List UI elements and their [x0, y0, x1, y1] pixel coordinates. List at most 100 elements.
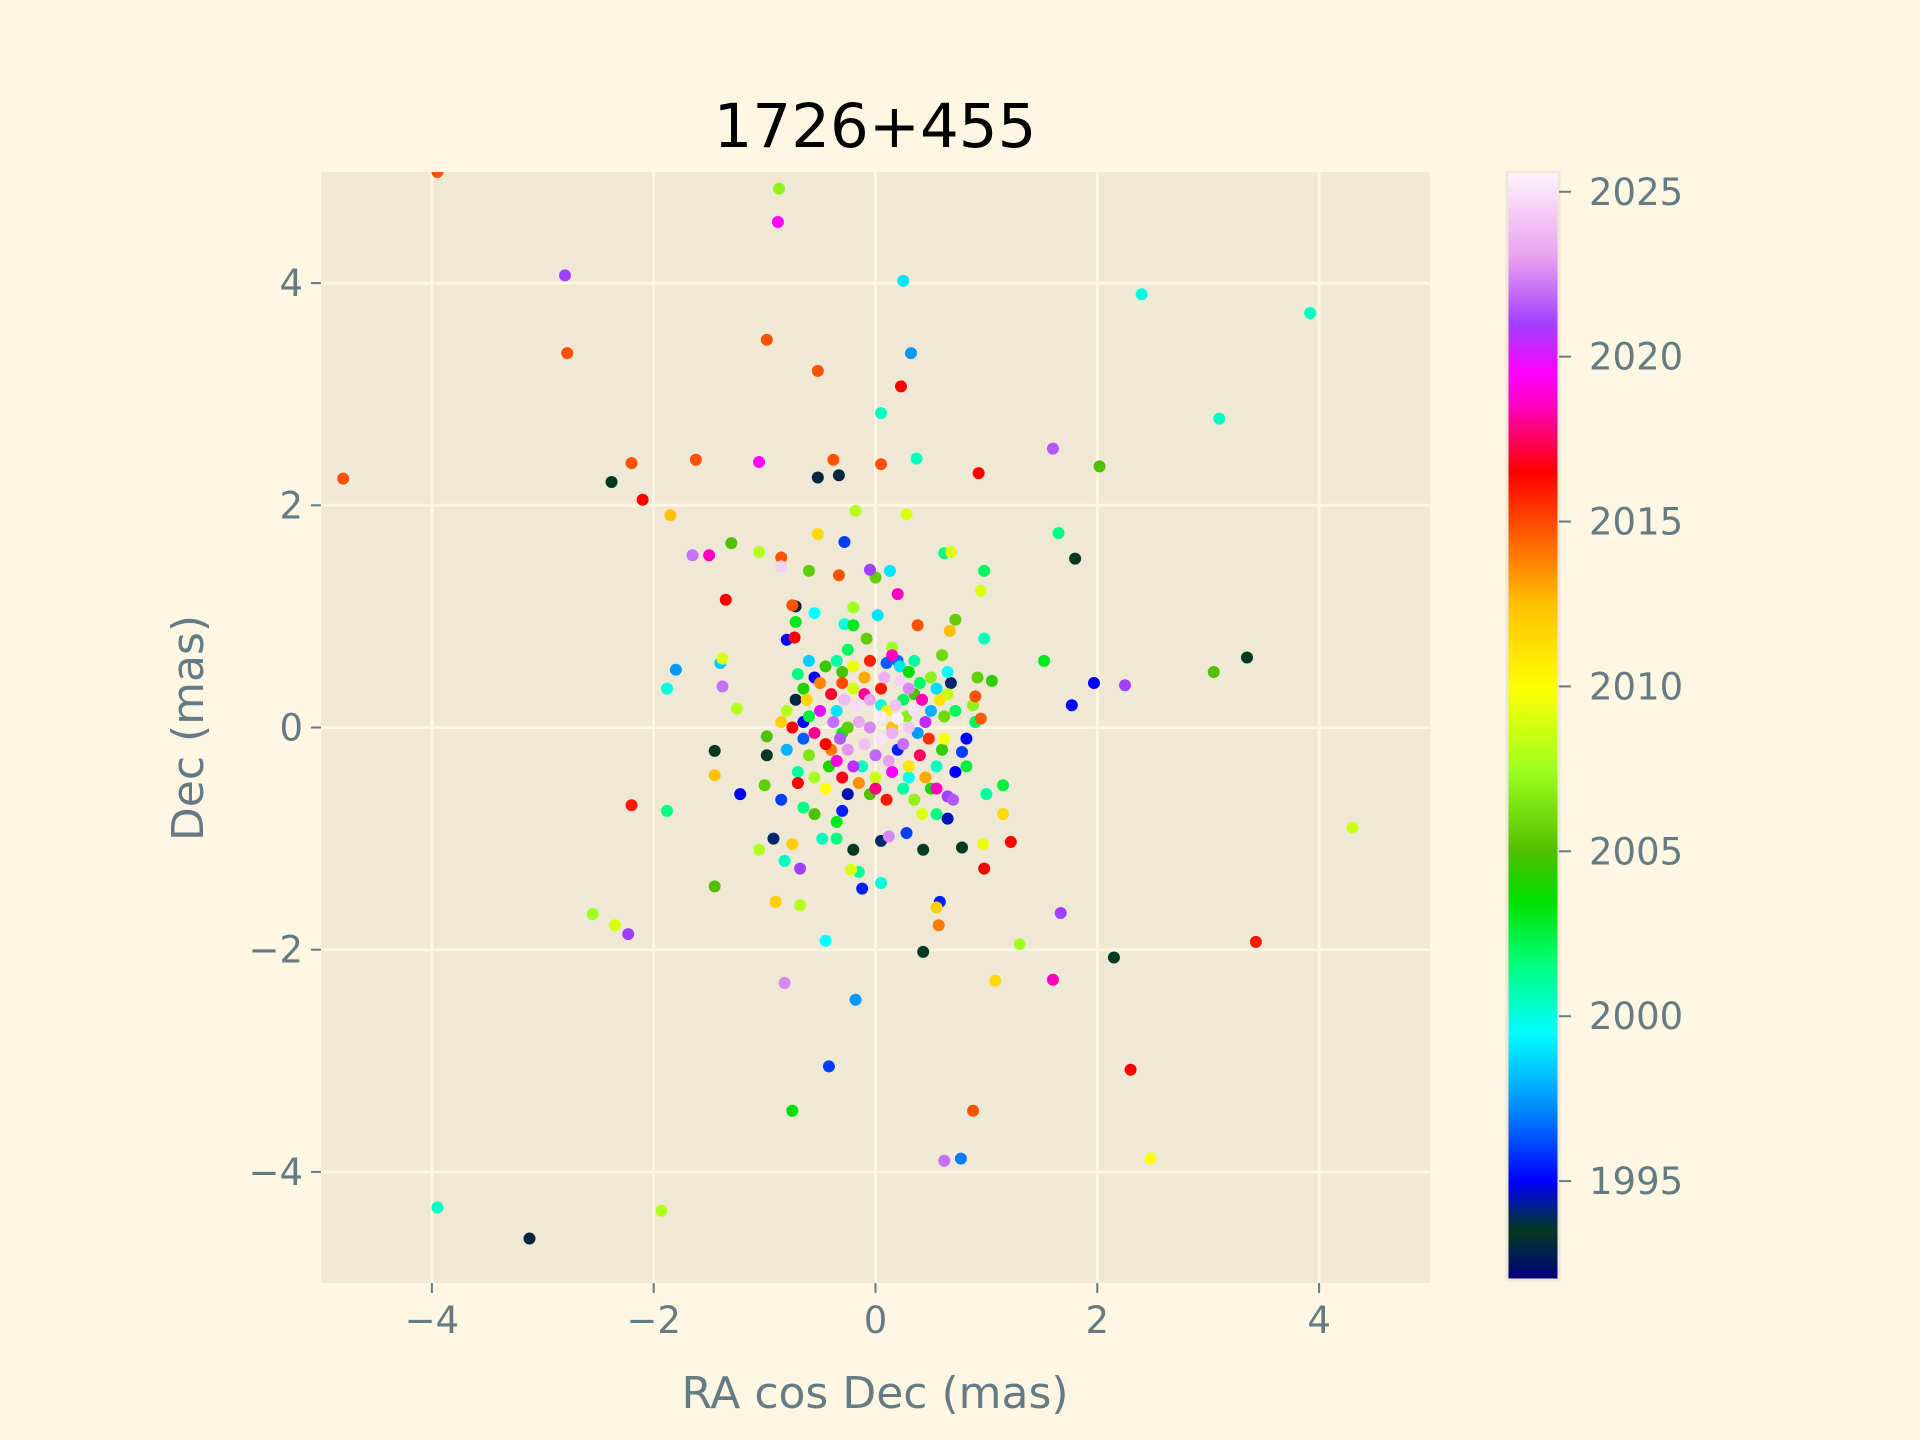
data-point	[775, 715, 788, 728]
data-point	[689, 453, 702, 466]
data-point	[802, 564, 815, 577]
data-point	[869, 782, 882, 795]
data-point	[719, 593, 732, 606]
data-point	[886, 765, 899, 778]
data-point	[1107, 951, 1120, 964]
data-point	[974, 584, 987, 597]
data-point	[989, 974, 1002, 987]
data-point	[1304, 307, 1317, 320]
data-point	[904, 347, 917, 360]
data-point	[622, 928, 635, 941]
data-point	[936, 743, 949, 756]
data-point	[819, 660, 832, 673]
data-point	[841, 643, 854, 656]
data-point	[1249, 935, 1262, 948]
data-point	[734, 788, 747, 801]
data-point	[849, 699, 862, 712]
data-point	[911, 727, 924, 740]
colorbar-tick-label: 2000	[1589, 995, 1683, 1038]
data-point	[886, 649, 899, 662]
data-point	[913, 749, 926, 762]
data-point	[794, 862, 807, 875]
data-point	[949, 704, 962, 717]
data-point	[845, 863, 858, 876]
data-point	[794, 899, 807, 912]
data-point	[778, 977, 791, 990]
data-point	[1004, 835, 1017, 848]
data-point	[832, 569, 845, 582]
data-point	[932, 919, 945, 932]
data-point	[808, 771, 821, 784]
data-point	[977, 838, 990, 851]
data-point	[1093, 460, 1106, 473]
data-point	[897, 738, 910, 751]
data-point	[875, 732, 888, 745]
data-point	[1046, 442, 1059, 455]
data-point	[730, 702, 743, 715]
data-point	[753, 843, 766, 856]
data-point	[900, 827, 913, 840]
data-point	[978, 632, 991, 645]
data-point	[933, 693, 946, 706]
data-point	[849, 504, 862, 517]
data-point	[974, 712, 987, 725]
data-point	[930, 901, 943, 914]
y-tick-label: −4	[248, 1151, 303, 1194]
colorbar-tick-label: 2005	[1589, 830, 1683, 873]
data-point	[830, 654, 843, 667]
data-point	[791, 765, 804, 778]
data-point	[956, 745, 969, 758]
x-tick-label: −4	[405, 1299, 460, 1342]
data-point	[773, 182, 786, 195]
data-point	[819, 782, 832, 795]
data-point	[1013, 938, 1026, 951]
x-tick-label: 4	[1307, 1299, 1331, 1342]
data-point	[800, 693, 813, 706]
data-point	[775, 551, 788, 564]
data-point	[836, 804, 849, 817]
data-point	[947, 793, 960, 806]
data-point	[836, 677, 849, 690]
data-point	[780, 743, 793, 756]
data-point	[786, 838, 799, 851]
data-point	[943, 624, 956, 637]
colorbar-tick-label: 1995	[1589, 1160, 1683, 1203]
data-point	[605, 475, 618, 488]
data-point	[917, 945, 930, 958]
data-point	[791, 777, 804, 790]
data-point	[819, 934, 832, 947]
data-point	[930, 760, 943, 773]
data-point	[900, 508, 913, 521]
data-point	[882, 754, 895, 767]
data-point	[625, 457, 638, 470]
data-point	[924, 704, 937, 717]
data-point	[1046, 973, 1059, 986]
data-point	[847, 843, 860, 856]
data-point	[789, 615, 802, 628]
data-point	[760, 333, 773, 346]
data-point	[716, 680, 729, 693]
colorbar-tick-label: 2010	[1589, 665, 1683, 708]
data-point	[852, 777, 865, 790]
data-point	[902, 682, 915, 695]
data-point	[788, 631, 801, 644]
data-point	[767, 832, 780, 845]
data-point	[827, 453, 840, 466]
data-point	[930, 782, 943, 795]
data-point	[944, 677, 957, 690]
y-tick-label: 2	[279, 484, 303, 527]
data-point	[1054, 907, 1067, 920]
y-axis: −4 −2 0 2 4	[248, 262, 321, 1194]
data-point	[871, 609, 884, 622]
data-point	[972, 467, 985, 480]
data-point	[863, 693, 876, 706]
data-point	[847, 660, 860, 673]
data-point	[814, 704, 827, 717]
data-point	[938, 1154, 951, 1167]
data-point	[838, 535, 851, 548]
data-point	[869, 749, 882, 762]
data-point	[814, 677, 827, 690]
data-point	[836, 665, 849, 678]
data-point	[797, 732, 810, 745]
data-point	[936, 649, 949, 662]
